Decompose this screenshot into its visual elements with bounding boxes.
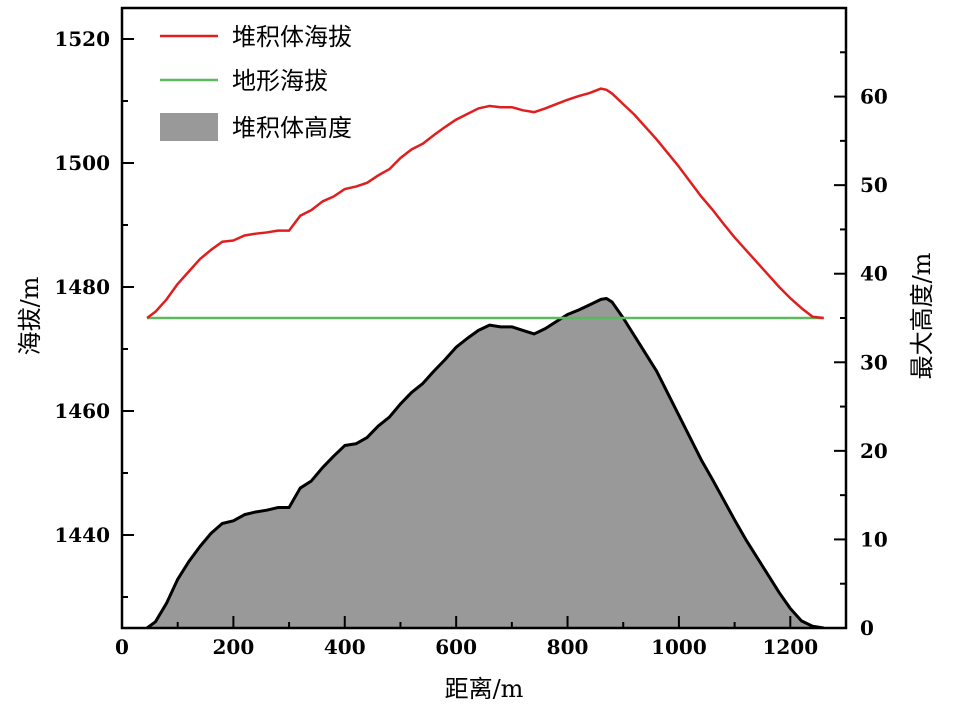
y-right-tick-label: 10 (860, 527, 888, 551)
y-left-tick-label: 1460 (54, 399, 110, 423)
y-left-tick-label: 1500 (54, 151, 110, 175)
y-right-tick-label: 0 (860, 616, 874, 640)
x-tick-label: 1000 (651, 635, 707, 659)
y-axis-left-title: 海拔/m (16, 276, 44, 355)
y-right-tick-label: 50 (860, 173, 888, 197)
y-right-tick-label: 40 (860, 262, 888, 286)
legend-swatch-deposit-height (160, 113, 218, 141)
legend: 堆积体海拔 地形海拔 堆积体高度 (160, 23, 352, 142)
axes: 0 200 400 600 800 1000 12001440146014801500152… (54, 6, 888, 659)
y-right-tick-label: 60 (860, 85, 888, 109)
y-right-tick-label: 20 (860, 439, 888, 463)
y-axis-right-title: 最大高度/m (908, 252, 936, 379)
y-left-tick-label: 1440 (54, 523, 110, 547)
deposit-elevation-line (146, 87, 824, 320)
x-axis-title: 距离/m (445, 675, 524, 703)
y-left-tick-label: 1520 (54, 27, 110, 51)
y-right-tick-label: 30 (860, 350, 888, 374)
legend-label-terrain: 地形海拔 (232, 67, 328, 95)
legend-label-deposit-height: 堆积体高度 (232, 114, 352, 142)
x-tick-label: 1200 (762, 635, 818, 659)
x-tick-label: 0 (115, 635, 129, 659)
x-tick-label: 800 (547, 635, 589, 659)
x-tick-label: 200 (213, 635, 255, 659)
x-tick-label: 600 (435, 635, 477, 659)
plot-area (146, 87, 824, 628)
deposit-height-outline (146, 297, 824, 628)
deposit-height-area (147, 298, 824, 628)
x-tick-label: 400 (324, 635, 366, 659)
legend-label-deposit-elevation: 堆积体海拔 (232, 23, 352, 51)
y-left-tick-label: 1480 (54, 275, 110, 299)
